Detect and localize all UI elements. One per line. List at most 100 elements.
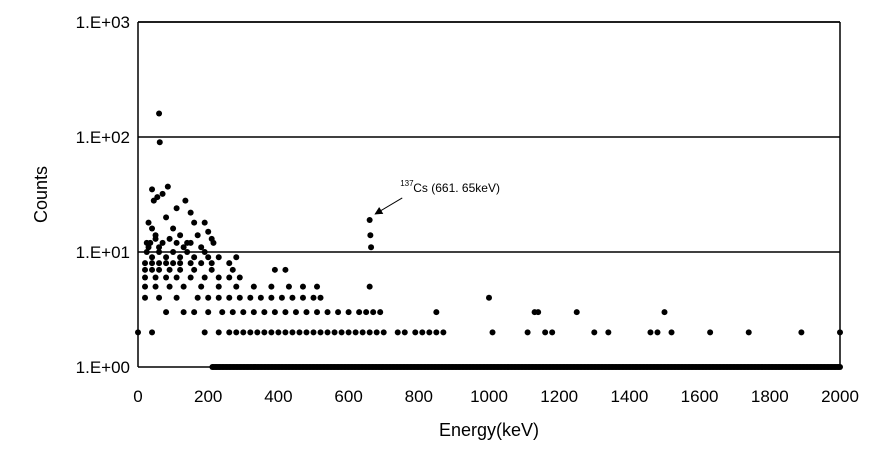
data-point <box>208 266 215 273</box>
data-point <box>149 266 156 273</box>
data-point <box>159 239 166 246</box>
y-tick-label: 1.E+00 <box>76 358 130 377</box>
data-point <box>229 309 236 316</box>
data-point <box>317 329 324 336</box>
data-point <box>661 309 668 316</box>
data-point <box>254 329 261 336</box>
data-point <box>310 329 317 336</box>
data-point <box>226 274 233 281</box>
data-point <box>159 190 166 197</box>
data-point <box>170 260 177 267</box>
data-point <box>299 283 306 290</box>
data-point <box>180 283 187 290</box>
data-point <box>282 309 289 316</box>
data-point <box>367 232 374 239</box>
x-tick-label: 200 <box>194 387 222 406</box>
data-point <box>226 329 233 336</box>
data-point <box>268 283 275 290</box>
data-point <box>156 294 163 301</box>
data-point <box>152 274 159 281</box>
data-point <box>152 235 159 242</box>
data-point <box>236 294 243 301</box>
data-point <box>156 249 163 255</box>
data-point <box>317 294 324 301</box>
data-point <box>338 329 345 336</box>
data-point <box>233 254 240 261</box>
data-point <box>177 266 184 273</box>
x-tick-label: 600 <box>334 387 362 406</box>
y-tick-labels: 1.E+00 1.E+01 1.E+02 1.E+03 <box>76 13 130 377</box>
data-point <box>170 249 177 255</box>
data-point <box>156 139 163 146</box>
data-point <box>163 260 170 267</box>
data-point <box>173 294 180 301</box>
data-point <box>143 249 150 255</box>
data-point <box>233 283 240 290</box>
data-point <box>201 219 208 226</box>
annotation: 137 Cs (661. 65keV) <box>374 179 500 215</box>
data-point <box>647 329 654 336</box>
data-point <box>489 329 496 336</box>
x-tick-label: 1200 <box>540 387 578 406</box>
data-point <box>345 309 352 316</box>
data-point <box>156 266 163 273</box>
x-tick-labels: 0 200 400 600 800 1000 1200 1400 1600 1800 2000 <box>133 387 859 406</box>
data-point <box>335 309 342 316</box>
x-tick-label: 400 <box>264 387 292 406</box>
data-point <box>142 266 149 273</box>
annotation-arrow <box>374 197 403 215</box>
data-point <box>177 232 184 239</box>
data-point <box>331 329 338 336</box>
data-point <box>205 228 212 235</box>
data-point <box>324 309 331 316</box>
data-point <box>426 329 433 336</box>
data-point <box>419 329 426 336</box>
data-point <box>363 309 370 316</box>
data-point <box>261 329 268 336</box>
data-point <box>370 309 377 316</box>
data-point <box>366 216 373 223</box>
data-point <box>187 239 194 246</box>
x-tick-label: 1600 <box>681 387 719 406</box>
data-point <box>240 329 247 336</box>
data-point <box>707 329 714 336</box>
data-point <box>345 329 352 336</box>
data-point <box>314 309 321 316</box>
data-point <box>433 309 440 316</box>
data-point <box>377 309 384 316</box>
data-point <box>261 309 268 316</box>
data-point <box>149 260 156 267</box>
data-point <box>268 294 275 301</box>
data-point <box>226 260 233 267</box>
data-point <box>668 329 675 336</box>
data-point <box>215 254 222 261</box>
data-point <box>271 309 278 316</box>
data-point <box>282 266 289 273</box>
data-point <box>191 266 198 273</box>
data-point <box>149 254 156 261</box>
data-point <box>166 266 173 273</box>
data-point <box>135 329 141 336</box>
data-point <box>208 260 215 267</box>
data-point <box>433 329 440 336</box>
data-point <box>152 283 159 290</box>
data-point <box>191 309 198 316</box>
data-point <box>149 225 156 232</box>
data-point <box>296 329 303 336</box>
data-point <box>198 260 205 267</box>
data-point <box>163 254 170 261</box>
data-point <box>486 294 492 301</box>
y-axis-label: Counts <box>31 166 51 223</box>
data-point <box>163 214 170 221</box>
data-point <box>201 274 208 281</box>
data-point <box>149 186 156 193</box>
data-point <box>187 209 194 216</box>
x-tick-label: 1800 <box>751 387 789 406</box>
data-point <box>412 329 419 336</box>
data-point <box>233 329 240 336</box>
x-tick-label: 1000 <box>470 387 508 406</box>
data-point <box>182 197 189 204</box>
data-point <box>164 183 171 190</box>
data-point <box>177 260 184 267</box>
data-point <box>194 294 201 301</box>
